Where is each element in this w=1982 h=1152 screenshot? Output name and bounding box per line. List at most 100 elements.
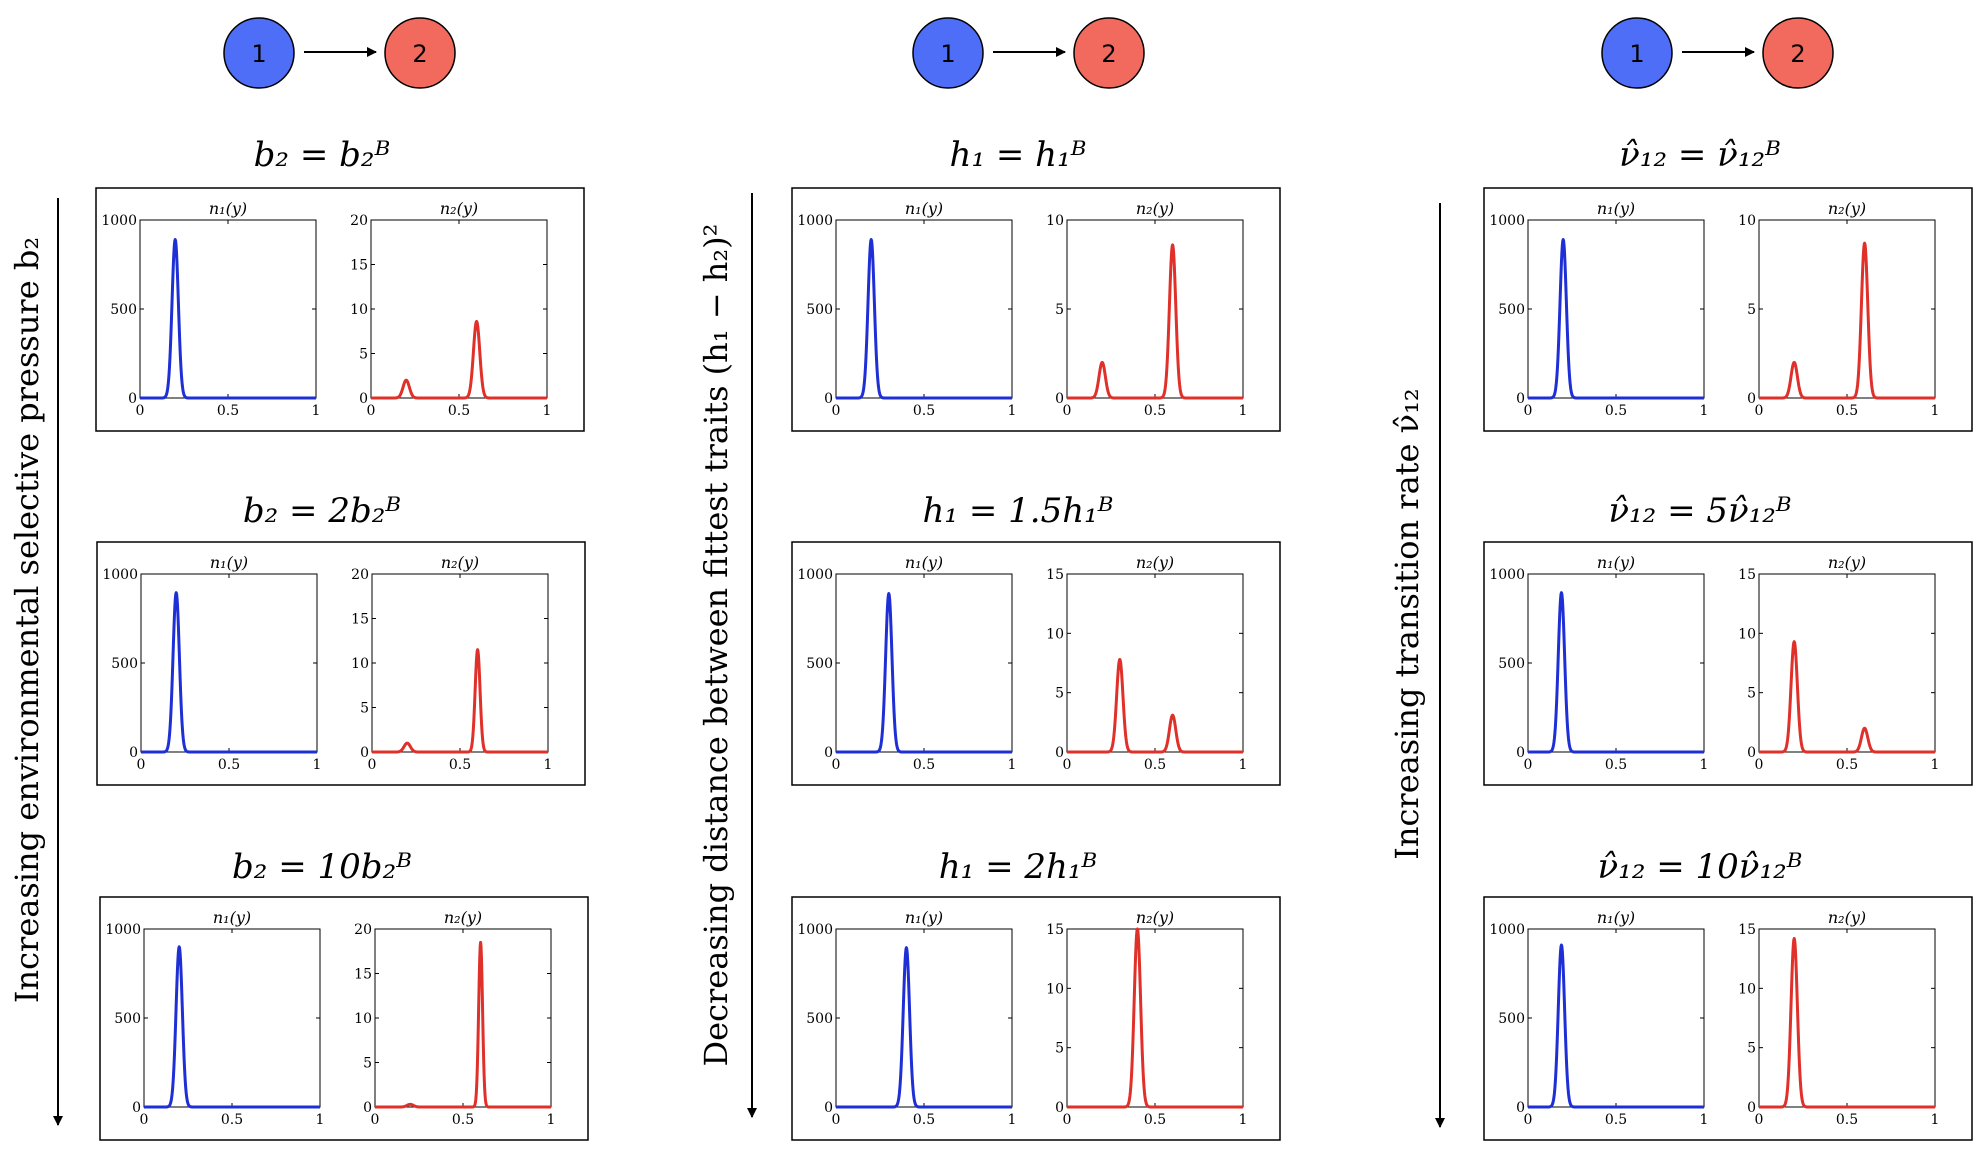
column-1: 1 2 Decreasing distance between fittest … <box>697 17 1281 1141</box>
x-tick-label: 0 <box>371 1112 380 1128</box>
x-tick-label: 0 <box>1524 1112 1533 1128</box>
x-tick-label: 1 <box>1239 757 1248 773</box>
y-tick-label: 0 <box>1747 391 1756 407</box>
y-tick-label: 0 <box>1747 1100 1756 1116</box>
panel-title: n₁(y) <box>209 199 247 218</box>
vertical-axis: Decreasing distance between fittest trai… <box>697 193 757 1118</box>
y-tick-label: 500 <box>1498 656 1525 672</box>
y-tick-label: 0 <box>824 1100 833 1116</box>
x-tick-label: 0 <box>1755 1112 1764 1128</box>
x-tick-label: 1 <box>1008 403 1017 419</box>
node-2-label: 2 <box>1790 40 1805 68</box>
y-tick-label: 10 <box>1738 626 1756 642</box>
y-tick-label: 1000 <box>797 213 833 229</box>
y-tick-label: 5 <box>1055 1041 1064 1057</box>
row-title: b₂ = 2b₂ᴮ <box>243 491 401 531</box>
x-tick-label: 0.5 <box>1144 1112 1166 1128</box>
vertical-axis-label: Increasing environmental selective press… <box>8 237 46 1003</box>
panel-title: n₁(y) <box>1597 553 1635 572</box>
x-tick-label: 0.5 <box>449 757 471 773</box>
y-tick-label: 500 <box>110 302 137 318</box>
row-title: b₂ = 10b₂ᴮ <box>232 847 412 887</box>
x-tick-label: 1 <box>1700 757 1709 773</box>
row-title: ν̂₁₂ = ν̂₁₂ᴮ <box>1619 135 1781 175</box>
x-tick-label: 0 <box>1063 1112 1072 1128</box>
y-tick-label: 1000 <box>797 922 833 938</box>
row-title: h₁ = 2h₁ᴮ <box>939 847 1098 887</box>
panel-title: n₁(y) <box>905 908 943 927</box>
y-tick-label: 1000 <box>1489 567 1525 583</box>
x-tick-label: 1 <box>1700 403 1709 419</box>
y-tick-label: 0 <box>1516 1100 1525 1116</box>
x-tick-label: 0 <box>137 757 146 773</box>
x-tick-label: 1 <box>543 403 552 419</box>
panel-title: n₂(y) <box>1828 199 1866 218</box>
node-1-circle <box>912 17 984 89</box>
y-tick-label: 0 <box>1747 745 1756 761</box>
n1-density-line <box>142 945 322 1109</box>
panel-n1: n₁(y) 0 0.5 1 0 500 1000 <box>101 199 320 419</box>
y-tick-label: 15 <box>351 612 369 628</box>
y-tick-label: 0 <box>1516 745 1525 761</box>
y-tick-label: 0 <box>1055 745 1064 761</box>
x-tick-label: 1 <box>313 757 322 773</box>
y-tick-label: 5 <box>363 1056 372 1072</box>
x-tick-label: 0.5 <box>221 1112 243 1128</box>
y-tick-label: 20 <box>354 922 372 938</box>
y-tick-label: 0 <box>128 391 137 407</box>
y-tick-label: 10 <box>1046 981 1064 997</box>
y-tick-label: 0 <box>824 745 833 761</box>
y-tick-label: 10 <box>1046 626 1064 642</box>
plot-frame <box>1483 187 1973 432</box>
panel-title: n₁(y) <box>210 553 248 572</box>
vertical-axis: Increasing environmental selective press… <box>8 198 63 1126</box>
x-tick-label: 1 <box>316 1112 325 1128</box>
y-tick-label: 15 <box>354 967 372 983</box>
y-tick-label: 0 <box>1055 391 1064 407</box>
y-tick-label: 1000 <box>1489 922 1525 938</box>
panel-n1: n₁(y) 0 0.5 1 0 500 1000 <box>797 553 1016 773</box>
x-tick-label: 0.5 <box>913 1112 935 1128</box>
x-tick-label: 0.5 <box>218 757 240 773</box>
vertical-axis-label: Decreasing distance between fittest trai… <box>697 224 735 1067</box>
x-tick-label: 0.5 <box>1836 403 1858 419</box>
node-1-label: 1 <box>1629 40 1644 68</box>
n2-density-line <box>1065 927 1245 1109</box>
plot-frame <box>791 187 1281 432</box>
state-diagram: 1 2 <box>1601 17 1834 89</box>
x-tick-label: 0 <box>832 403 841 419</box>
x-tick-label: 0.5 <box>1605 403 1627 419</box>
x-tick-label: 1 <box>544 757 553 773</box>
y-tick-label: 0 <box>129 745 138 761</box>
row-title: h₁ = h₁ᴮ <box>950 135 1087 175</box>
node-1-label: 1 <box>940 40 955 68</box>
row-title: b₂ = b₂ᴮ <box>254 135 391 175</box>
n1-density-line <box>834 238 1014 400</box>
node-2-label: 2 <box>1101 40 1116 68</box>
panel-title: n₂(y) <box>1828 908 1866 927</box>
x-tick-label: 1 <box>1700 1112 1709 1128</box>
n2-density-line <box>370 648 550 754</box>
y-tick-label: 5 <box>1055 686 1064 702</box>
x-tick-label: 1 <box>547 1112 556 1128</box>
n1-density-line <box>1526 238 1706 400</box>
y-tick-label: 5 <box>1747 302 1756 318</box>
plot-frame <box>96 541 586 786</box>
y-tick-label: 5 <box>1747 1041 1756 1057</box>
y-tick-label: 10 <box>1046 213 1064 229</box>
x-tick-label: 1 <box>1931 1112 1940 1128</box>
x-tick-label: 0.5 <box>1836 1112 1858 1128</box>
n1-density-line <box>834 946 1014 1109</box>
panel-title: n₂(y) <box>444 908 482 927</box>
y-tick-label: 5 <box>360 701 369 717</box>
panel-title: n₂(y) <box>1136 199 1174 218</box>
x-tick-label: 0 <box>367 403 376 419</box>
